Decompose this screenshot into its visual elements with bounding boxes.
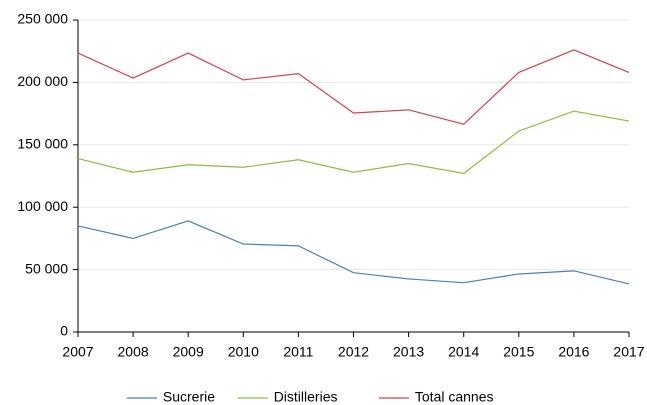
x-tick-label: 2011 [283, 344, 313, 360]
legend-label: Distilleries [274, 389, 338, 405]
legend-label: Sucrerie [163, 389, 215, 405]
series-line [77, 49, 630, 125]
x-tick-label: 2015 [503, 344, 534, 360]
series-line [77, 110, 630, 175]
x-tick-label: 2007 [62, 344, 93, 360]
x-tick-label: 2014 [448, 344, 479, 360]
y-tick-label: 250 000 [17, 11, 68, 27]
x-tick-label: 2017 [613, 344, 644, 360]
x-tick-label: 2012 [338, 344, 369, 360]
x-tick-label: 2010 [228, 344, 259, 360]
y-tick-label: 50 000 [25, 260, 68, 276]
x-tick-label: 2009 [173, 344, 204, 360]
y-tick-label: 150 000 [17, 136, 68, 152]
y-tick-label: 200 000 [17, 73, 68, 89]
legend-label: Total cannes [415, 389, 494, 405]
x-tick-label: 2013 [393, 344, 424, 360]
x-tick-label: 2008 [118, 344, 149, 360]
y-tick-label: 0 [60, 323, 68, 339]
x-tick-label: 2016 [558, 344, 589, 360]
series-line [77, 220, 630, 285]
y-tick-label: 100 000 [17, 198, 68, 214]
